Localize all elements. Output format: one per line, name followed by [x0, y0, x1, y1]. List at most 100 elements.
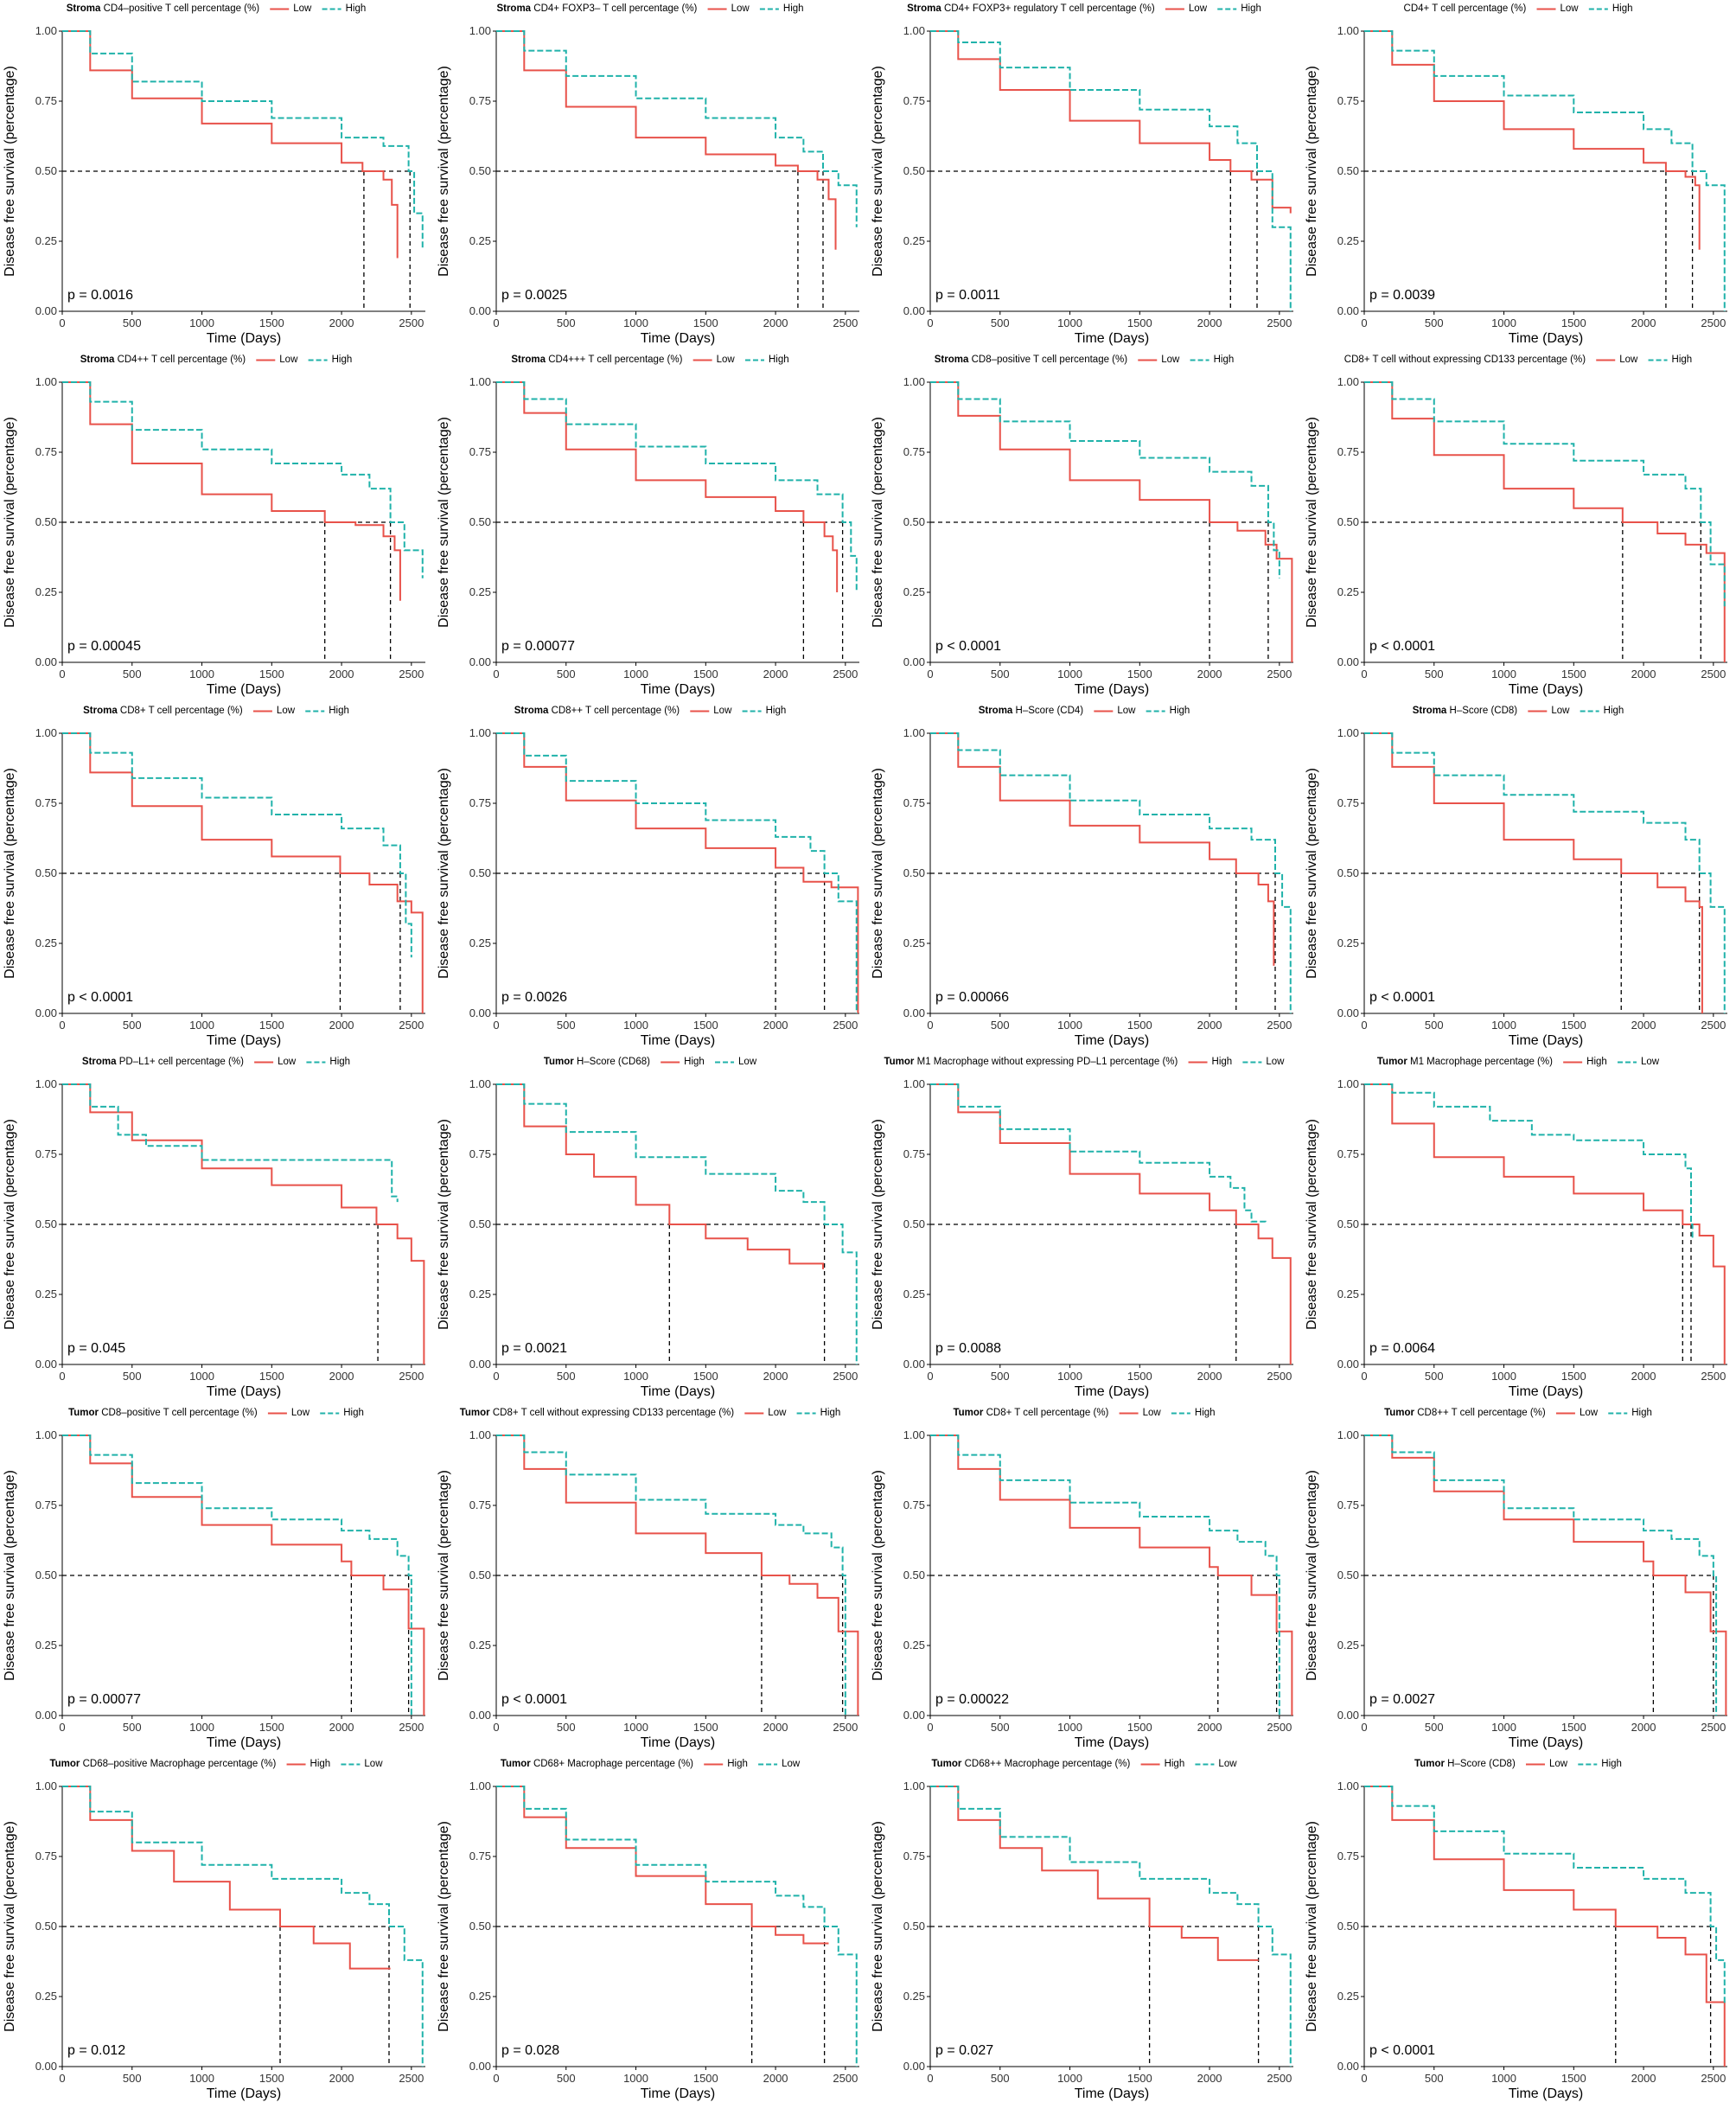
y-tick-label: 0.25 — [35, 234, 57, 247]
survival-curve-high — [1364, 1434, 1718, 1716]
survival-curve-high — [496, 1083, 824, 1269]
y-tick-label: 1.00 — [1337, 1780, 1359, 1792]
legend-label: Low — [1641, 1057, 1660, 1067]
x-tick-label: 1000 — [189, 1019, 214, 1032]
chart-title: CD4+++ T cell percentage (%) — [548, 355, 682, 365]
x-tick-label: 2000 — [763, 316, 788, 329]
km-panel: Stroma CD4++ T cell percentage (%) Low H… — [0, 351, 432, 703]
x-axis-label: Time (Days) — [641, 1735, 716, 1750]
x-tick-label: 500 — [557, 1721, 576, 1734]
x-tick-label: 2500 — [833, 1370, 858, 1383]
km-chart-svg: Tumor CD8+ T cell without expressing CD1… — [437, 1408, 859, 1750]
x-tick-label: 2500 — [1267, 2072, 1292, 2085]
y-tick-label: 1.00 — [903, 24, 925, 37]
survival-curve-high — [496, 381, 858, 592]
x-axis-label: Time (Days) — [207, 1735, 282, 1750]
chart-title: CD8++ T cell percentage (%) — [1417, 1408, 1546, 1418]
y-tick-label: 1.00 — [469, 1428, 491, 1441]
x-tick-label: 2500 — [1701, 2072, 1726, 2085]
survival-curve-high — [496, 1434, 846, 1716]
y-tick-label: 0.50 — [469, 515, 491, 528]
y-tick-label: 0.00 — [469, 2060, 491, 2073]
legend-label: Low — [293, 3, 312, 14]
p-value-label: p = 0.045 — [67, 1341, 125, 1356]
legend-label: Low — [1161, 355, 1180, 365]
km-chart-svg: Stroma CD4++ T cell percentage (%) Low H… — [3, 355, 425, 697]
survival-curve-high — [496, 30, 858, 227]
km-chart-svg: Tumor CD68+ Macrophage percentage (%) Hi… — [437, 1759, 859, 2101]
chart-title: CD8+ T cell without expressing CD133 per… — [1344, 355, 1586, 365]
survival-curve-high — [62, 1083, 399, 1203]
x-tick-label: 2500 — [399, 1019, 424, 1032]
y-tick-label: 0.75 — [903, 1850, 925, 1863]
x-tick-label: 1500 — [1127, 1370, 1152, 1383]
y-tick-label: 0.50 — [1337, 1920, 1359, 1933]
chart-region: Tumor — [931, 1759, 961, 1769]
chart-header: Stroma CD8–positive T cell percentage (%… — [935, 355, 1234, 365]
x-tick-label: 1500 — [693, 1370, 718, 1383]
x-tick-label: 2000 — [329, 1370, 354, 1383]
chart-header: Tumor CD8+ T cell without expressing CD1… — [460, 1408, 841, 1418]
survival-curve-high — [930, 30, 1292, 311]
x-tick-label: 1500 — [259, 316, 284, 329]
y-tick-label: 1.00 — [1337, 726, 1359, 739]
y-tick-label: 0.00 — [469, 1006, 491, 1019]
legend-label: Low — [782, 1759, 801, 1769]
chart-region: Tumor — [68, 1408, 99, 1418]
chart-header: Stroma CD4+++ T cell percentage (%) Low … — [511, 355, 788, 365]
x-axis-label: Time (Days) — [207, 331, 282, 346]
x-tick-label: 2500 — [833, 1721, 858, 1734]
p-value-label: p < 0.0001 — [67, 990, 133, 1005]
x-tick-label: 1000 — [623, 1370, 648, 1383]
x-tick-label: 1000 — [1491, 668, 1516, 681]
y-tick-label: 0.75 — [469, 1850, 491, 1863]
p-value-label: p = 0.00066 — [935, 990, 1009, 1005]
x-tick-label: 2500 — [1267, 668, 1292, 681]
chart-region: Stroma — [907, 3, 941, 14]
chart-region: Tumor — [1384, 1408, 1414, 1418]
x-tick-label: 1000 — [1057, 316, 1082, 329]
y-tick-label: 1.00 — [1337, 1077, 1359, 1090]
km-chart-svg: Tumor CD68–positive Macrophage percentag… — [3, 1759, 425, 2101]
y-tick-label: 1.00 — [35, 1780, 57, 1792]
chart-region: Tumor — [501, 1759, 531, 1769]
y-tick-label: 0.50 — [903, 1569, 925, 1581]
x-tick-label: 0 — [927, 1370, 933, 1383]
p-value-label: p = 0.0026 — [501, 990, 567, 1005]
survival-curve-low — [62, 381, 401, 601]
y-tick-label: 0.00 — [1337, 2060, 1359, 2073]
x-tick-label: 500 — [557, 2072, 576, 2085]
y-tick-label: 0.75 — [903, 1147, 925, 1160]
km-panel: Tumor CD68+ Macrophage percentage (%) Hi… — [434, 1755, 866, 2107]
y-tick-label: 0.00 — [903, 1006, 925, 1019]
km-panel: Stroma CD4+ FOXP3– T cell percentage (%)… — [434, 0, 866, 352]
km-panel: Stroma CD8++ T cell percentage (%) Low H… — [434, 702, 866, 1054]
x-tick-label: 1000 — [623, 2072, 648, 2085]
x-tick-label: 2500 — [1267, 316, 1292, 329]
chart-title: CD8+ T cell percentage (%) — [120, 706, 243, 716]
y-tick-label: 0.75 — [1337, 1498, 1359, 1511]
survival-curve-low — [930, 1083, 1267, 1224]
chart-title: CD68+ Macrophage percentage (%) — [533, 1759, 693, 1769]
y-tick-label: 0.00 — [35, 304, 57, 317]
y-tick-label: 0.75 — [903, 796, 925, 809]
km-chart-svg: Stroma CD8++ T cell percentage (%) Low H… — [437, 706, 859, 1048]
legend-label: High — [769, 355, 789, 365]
y-tick-label: 0.50 — [469, 1217, 491, 1230]
y-axis-label: Disease free survival (percentage) — [871, 768, 885, 979]
survival-curve-high — [1364, 1083, 1726, 1364]
chart-header: Stroma CD8+ T cell percentage (%) Low Hi… — [83, 706, 349, 716]
y-axis-label: Disease free survival (percentage) — [1305, 1821, 1319, 2032]
x-tick-label: 2500 — [399, 316, 424, 329]
chart-header: Stroma CD4+ FOXP3– T cell percentage (%)… — [496, 3, 803, 14]
chart-region: Stroma — [979, 706, 1013, 716]
x-tick-label: 1000 — [623, 668, 648, 681]
km-chart-svg: Tumor CD8+ T cell percentage (%) Low Hig… — [871, 1408, 1293, 1750]
y-tick-label: 0.25 — [469, 585, 491, 598]
x-tick-label: 1000 — [189, 1370, 214, 1383]
y-tick-label: 0.25 — [903, 936, 925, 949]
y-tick-label: 0.00 — [469, 1709, 491, 1722]
km-chart-svg: Tumor CD68++ Macrophage percentage (%) H… — [871, 1759, 1293, 2101]
chart-region: Stroma — [67, 3, 101, 14]
chart-header: CD8+ T cell without expressing CD133 per… — [1344, 355, 1692, 365]
